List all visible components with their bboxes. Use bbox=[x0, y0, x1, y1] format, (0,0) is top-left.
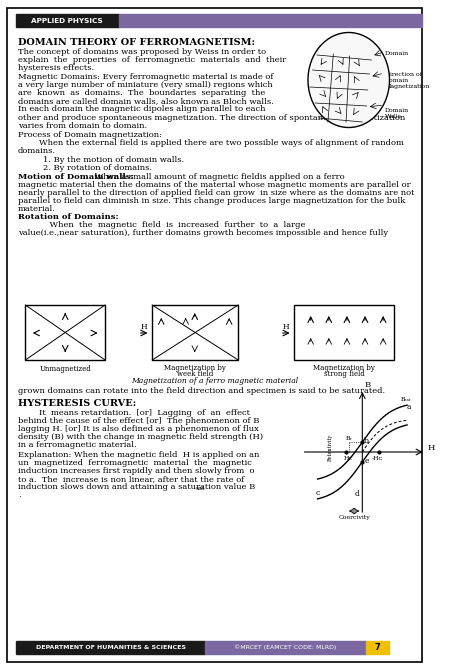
Text: Magnetization by: Magnetization by bbox=[313, 364, 375, 372]
Text: induction increases first rapidly and then slowly from  o: induction increases first rapidly and th… bbox=[18, 467, 255, 475]
Text: to a.  The  increase is non linear, after that the rate of: to a. The increase is non linear, after … bbox=[18, 475, 245, 483]
Text: The concept of domains was proposed by Weiss in order to: The concept of domains was proposed by W… bbox=[18, 48, 266, 56]
Text: Rotation of Domains:: Rotation of Domains: bbox=[18, 213, 119, 221]
Text: When the external field is applied there are two possible ways of alignment of r: When the external field is applied there… bbox=[18, 139, 404, 147]
Text: Magnetization: Magnetization bbox=[385, 84, 430, 89]
Text: nearly parallel to the direction of applied field can grow  in size where as the: nearly parallel to the direction of appl… bbox=[18, 189, 415, 197]
Text: sat: sat bbox=[196, 486, 205, 491]
Text: Walls: Walls bbox=[385, 114, 402, 119]
Text: magnetic material then the domains of the material whose magnetic moments are pa: magnetic material then the domains of th… bbox=[18, 181, 411, 189]
Text: strong field: strong field bbox=[324, 370, 365, 378]
Bar bbox=[16, 14, 118, 27]
Text: Process of Domain magnetization:: Process of Domain magnetization: bbox=[18, 131, 162, 139]
Text: un  magnetized  ferromagnetic  material  the  magnetic: un magnetized ferromagnetic material the… bbox=[18, 459, 252, 467]
Text: parallel to field can diminish in size. This change produces large magnetization: parallel to field can diminish in size. … bbox=[18, 197, 405, 205]
Text: H: H bbox=[141, 323, 147, 331]
Text: Magnetization by: Magnetization by bbox=[164, 364, 226, 372]
Text: are  known  as  domains.  The  boundaries  separating  the: are known as domains. The boundaries sep… bbox=[18, 89, 265, 97]
Text: Retentivity: Retentivity bbox=[328, 433, 333, 461]
Text: Magnetic Domains: Every ferromagnetic material is made of: Magnetic Domains: Every ferromagnetic ma… bbox=[18, 73, 273, 81]
Text: a: a bbox=[407, 403, 411, 411]
Text: in a ferromagnetic material.: in a ferromagnetic material. bbox=[18, 441, 137, 449]
Text: DEPARTMENT OF HUMANITIES & SCIENCES: DEPARTMENT OF HUMANITIES & SCIENCES bbox=[36, 645, 185, 650]
Text: When  the  magnetic  field  is  increased  further  to  a  large: When the magnetic field is increased fur… bbox=[18, 221, 305, 229]
Text: Motion of Domain walls:: Motion of Domain walls: bbox=[18, 173, 134, 181]
Bar bbox=[205, 641, 366, 654]
Bar bbox=[152, 305, 238, 360]
Text: other and produce spontaneous magnetization. The direction of spontaneous magnet: other and produce spontaneous magnetizat… bbox=[18, 114, 405, 122]
Text: In each domain the magnetic dipoles align parallel to each: In each domain the magnetic dipoles alig… bbox=[18, 105, 265, 113]
Bar bbox=[294, 305, 394, 360]
Text: material.: material. bbox=[18, 205, 56, 213]
Text: value(i.e.,near saturation), further domains growth becomes impossible and hence: value(i.e.,near saturation), further dom… bbox=[18, 229, 388, 237]
Text: H: H bbox=[283, 323, 290, 331]
Text: Bₛₐₜ: Bₛₐₜ bbox=[401, 397, 411, 402]
Text: ©MRCET (EAMCET CODE: MLRD): ©MRCET (EAMCET CODE: MLRD) bbox=[234, 645, 337, 651]
Text: Coercivity: Coercivity bbox=[338, 515, 370, 520]
Bar bbox=[26, 305, 105, 360]
Text: Bᵣ: Bᵣ bbox=[346, 436, 353, 441]
Text: Direction of: Direction of bbox=[385, 72, 422, 77]
Text: HYSTERESIS CURVE:: HYSTERESIS CURVE: bbox=[18, 399, 137, 408]
Text: domains.: domains. bbox=[18, 147, 56, 155]
Bar bbox=[16, 641, 205, 654]
Text: varies from domain to domain.: varies from domain to domain. bbox=[18, 122, 147, 130]
Bar bbox=[366, 641, 390, 654]
Text: c: c bbox=[315, 488, 319, 496]
Text: 2. By rotation of domains.: 2. By rotation of domains. bbox=[44, 164, 153, 172]
Text: It  means retardation.  [or]  Lagging  of  an  effect: It means retardation. [or] Lagging of an… bbox=[18, 409, 250, 417]
Text: When a small amount of magnetic fieldis applied on a ferro: When a small amount of magnetic fieldis … bbox=[92, 173, 345, 181]
Text: Explanation: When the magnetic field  H is applied on an: Explanation: When the magnetic field H i… bbox=[18, 451, 259, 459]
Text: a very large number of miniature (very small) regions which: a very large number of miniature (very s… bbox=[18, 81, 273, 89]
Text: Domain: Domain bbox=[385, 78, 409, 83]
Text: .: . bbox=[18, 491, 21, 499]
Text: H: H bbox=[428, 444, 435, 452]
Text: explain  the  properties  of  ferromagnetic  materials  and  their: explain the properties of ferromagnetic … bbox=[18, 56, 286, 64]
Text: behind the cause of the effect [or]  The phenomenon of B: behind the cause of the effect [or] The … bbox=[18, 417, 259, 425]
Text: d: d bbox=[355, 490, 360, 498]
Text: 1. By the motion of domain walls.: 1. By the motion of domain walls. bbox=[44, 156, 184, 164]
Text: induction slows down and attaining a saturation value B: induction slows down and attaining a sat… bbox=[18, 483, 255, 491]
Text: hysteresis effects.: hysteresis effects. bbox=[18, 64, 94, 72]
Text: Domain: Domain bbox=[385, 51, 409, 56]
Text: APPLIED PHYSICS: APPLIED PHYSICS bbox=[31, 17, 103, 23]
Text: Unmagnetized: Unmagnetized bbox=[39, 365, 91, 373]
Text: Magnetization of a ferro magnetic material: Magnetization of a ferro magnetic materi… bbox=[131, 377, 298, 385]
Text: density (B) with the change in magnetic field strength (H): density (B) with the change in magnetic … bbox=[18, 433, 263, 441]
Text: B: B bbox=[364, 381, 370, 389]
Text: DOMAIN THEORY OF FERROMAGNETISM:: DOMAIN THEORY OF FERROMAGNETISM: bbox=[18, 38, 255, 47]
Text: b: b bbox=[364, 437, 369, 445]
Text: lagging H. [or] It is also defined as a phenomenon of flux: lagging H. [or] It is also defined as a … bbox=[18, 425, 259, 433]
Text: Hᴄ: Hᴄ bbox=[343, 456, 352, 461]
Ellipse shape bbox=[308, 33, 390, 127]
Text: Domain: Domain bbox=[385, 108, 409, 113]
Text: week field: week field bbox=[177, 370, 213, 378]
Text: e: e bbox=[364, 457, 369, 465]
Text: domains are called domain walls, also known as Bloch walls.: domains are called domain walls, also kn… bbox=[18, 97, 274, 105]
Text: 7: 7 bbox=[375, 643, 381, 652]
Bar bbox=[118, 14, 422, 27]
Text: grown domains can rotate into the field direction and specimen is said to be sat: grown domains can rotate into the field … bbox=[18, 387, 385, 395]
Text: -Hᴄ: -Hᴄ bbox=[371, 456, 383, 461]
